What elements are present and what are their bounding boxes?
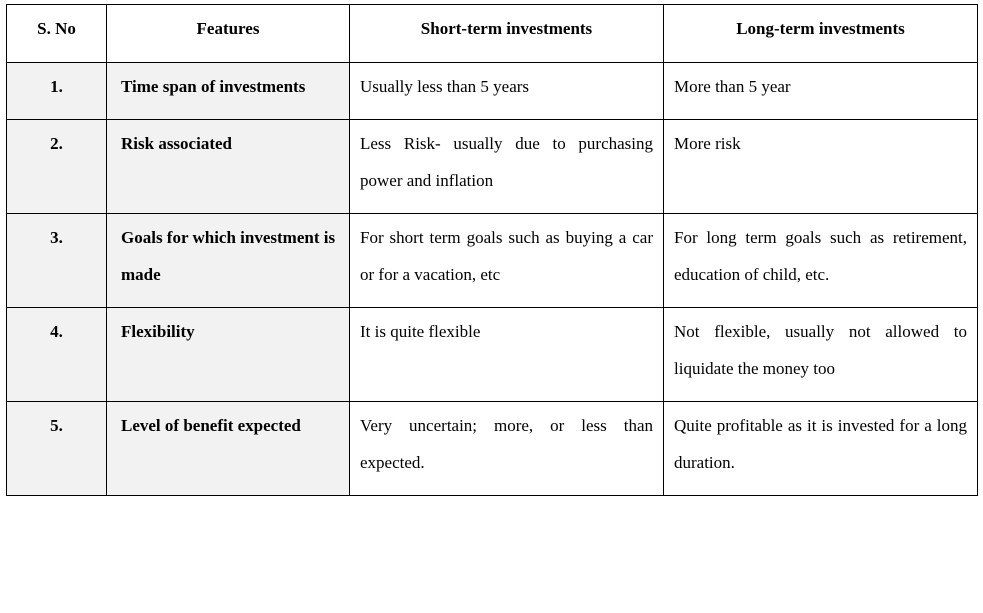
cell-sno: 2. xyxy=(7,120,107,214)
cell-short-term: Very uncertain; more, or less than expec… xyxy=(350,402,664,496)
cell-short-term: For short term goals such as buying a ca… xyxy=(350,214,664,308)
cell-sno: 4. xyxy=(7,308,107,402)
investment-comparison-table-wrap: S. No Features Short-term investments Lo… xyxy=(0,0,983,500)
investment-comparison-table: S. No Features Short-term investments Lo… xyxy=(6,4,978,496)
cell-long-term: More than 5 year xyxy=(664,62,978,120)
col-header-sno: S. No xyxy=(7,5,107,63)
table-row: 5.Level of benefit expectedVery uncertai… xyxy=(7,402,978,496)
table-row: 3.Goals for which investment is madeFor … xyxy=(7,214,978,308)
table-row: 1.Time span of investmentsUsually less t… xyxy=(7,62,978,120)
cell-feature: Risk associated xyxy=(107,120,350,214)
col-header-features: Features xyxy=(107,5,350,63)
cell-sno: 5. xyxy=(7,402,107,496)
cell-feature: Flexibility xyxy=(107,308,350,402)
table-row: 2.Risk associatedLess Risk- usually due … xyxy=(7,120,978,214)
table-body: 1.Time span of investmentsUsually less t… xyxy=(7,62,978,496)
cell-feature: Level of benefit expected xyxy=(107,402,350,496)
table-header: S. No Features Short-term investments Lo… xyxy=(7,5,978,63)
table-header-row: S. No Features Short-term investments Lo… xyxy=(7,5,978,63)
cell-long-term: Quite profitable as it is invested for a… xyxy=(664,402,978,496)
cell-short-term: Usually less than 5 years xyxy=(350,62,664,120)
cell-short-term: It is quite flexible xyxy=(350,308,664,402)
col-header-short: Short-term investments xyxy=(350,5,664,63)
cell-feature: Time span of investments xyxy=(107,62,350,120)
table-row: 4.FlexibilityIt is quite flexibleNot fle… xyxy=(7,308,978,402)
cell-short-term: Less Risk- usually due to purchasing pow… xyxy=(350,120,664,214)
cell-sno: 3. xyxy=(7,214,107,308)
cell-long-term: More risk xyxy=(664,120,978,214)
cell-long-term: Not flexible, usually not allowed to liq… xyxy=(664,308,978,402)
cell-feature: Goals for which investment is made xyxy=(107,214,350,308)
cell-long-term: For long term goals such as retirement, … xyxy=(664,214,978,308)
col-header-long: Long-term investments xyxy=(664,5,978,63)
cell-sno: 1. xyxy=(7,62,107,120)
